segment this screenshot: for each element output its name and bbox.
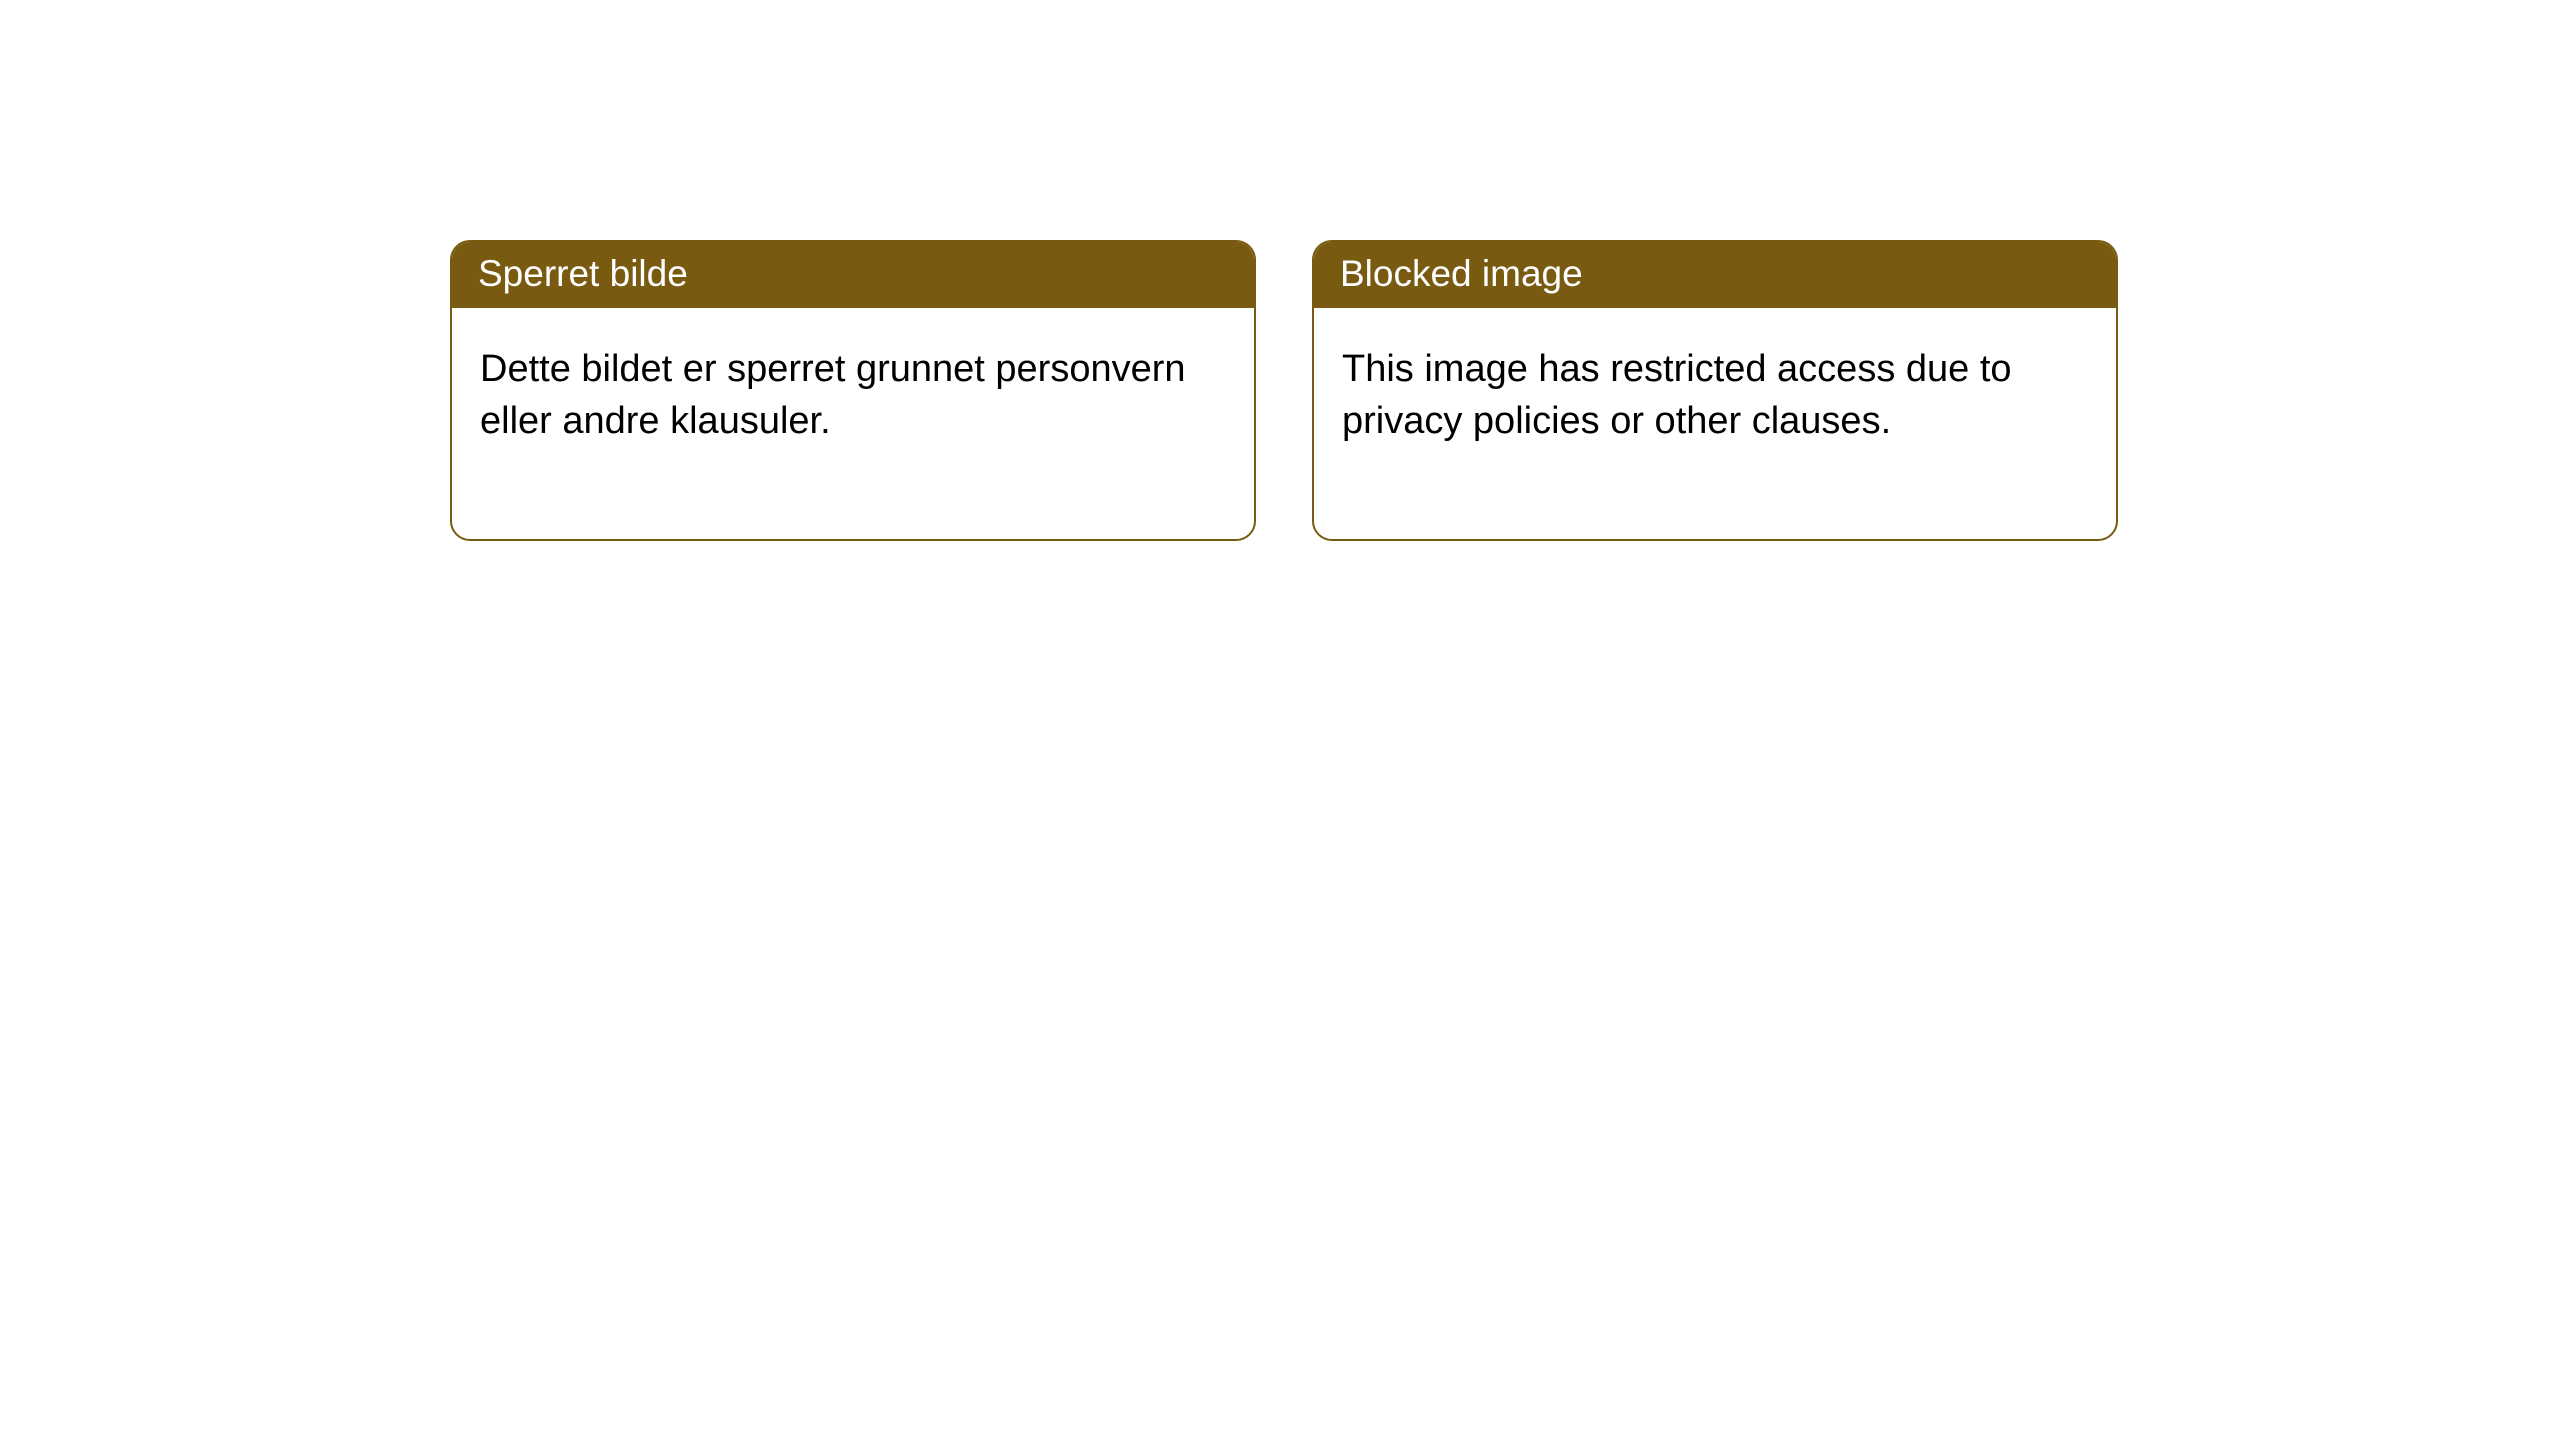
notice-header-norwegian: Sperret bilde <box>452 242 1254 308</box>
notice-card-norwegian: Sperret bilde Dette bildet er sperret gr… <box>450 240 1256 541</box>
notice-body-norwegian: Dette bildet er sperret grunnet personve… <box>452 308 1254 539</box>
notice-container: Sperret bilde Dette bildet er sperret gr… <box>0 0 2560 541</box>
notice-card-english: Blocked image This image has restricted … <box>1312 240 2118 541</box>
notice-body-english: This image has restricted access due to … <box>1314 308 2116 539</box>
notice-header-english: Blocked image <box>1314 242 2116 308</box>
